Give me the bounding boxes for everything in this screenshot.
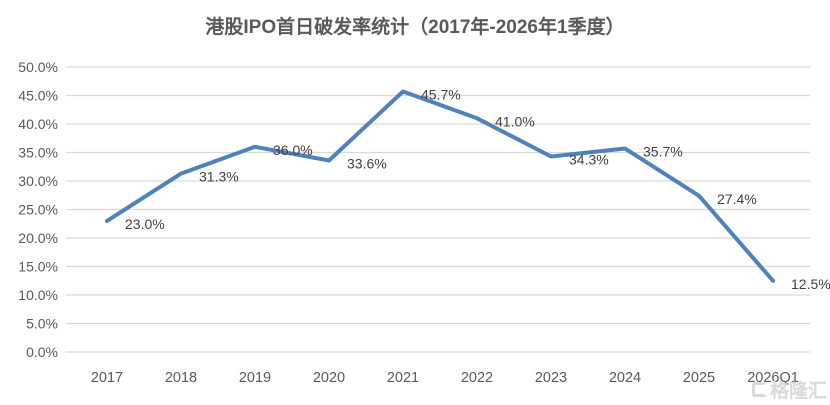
chart-title: 港股IPO首日破发率统计（2017年-2026年1季度） <box>205 17 625 38</box>
y-axis-tick-label: 30.0% <box>18 173 58 189</box>
y-axis-tick-label: 10.0% <box>18 287 58 303</box>
x-axis-tick-label: 2025 <box>683 370 715 386</box>
x-axis-tick-label: 2023 <box>535 370 567 386</box>
x-axis-tick-label: 2019 <box>239 370 271 386</box>
y-axis-tick-label: 35.0% <box>18 145 58 161</box>
y-axis-tick-label: 45.0% <box>18 88 58 104</box>
x-axis-tick-label: 2018 <box>165 370 197 386</box>
y-axis-tick-label: 15.0% <box>18 259 58 275</box>
y-axis-tick-label: 50.0% <box>18 59 58 75</box>
data-point-label: 31.3% <box>199 169 239 185</box>
data-point-label: 23.0% <box>125 216 165 232</box>
data-point-label: 34.3% <box>569 151 609 167</box>
x-axis-tick-label: 2022 <box>461 370 493 386</box>
x-axis-tick-label: 2026Q1 <box>747 370 799 386</box>
y-axis-tick-label: 20.0% <box>18 230 58 246</box>
data-point-label: 36.0% <box>273 142 313 158</box>
y-axis-tick-label: 0.0% <box>26 344 58 360</box>
y-axis-tick-label: 25.0% <box>18 202 58 218</box>
x-axis-tick-label: 2024 <box>609 370 641 386</box>
x-axis-tick-label: 2017 <box>91 370 123 386</box>
data-point-label: 45.7% <box>421 87 461 103</box>
data-point-label: 12.5% <box>791 276 830 292</box>
data-line-series <box>105 89 775 283</box>
data-point-label: 27.4% <box>717 191 757 207</box>
data-point-label: 41.0% <box>495 113 535 129</box>
data-point-label: 35.7% <box>643 144 683 160</box>
x-axis-tick-label: 2020 <box>313 370 345 386</box>
x-axis-tick-label: 2021 <box>387 370 419 386</box>
y-axis-tick-label: 5.0% <box>26 316 58 332</box>
y-axis-tick-label: 40.0% <box>18 116 58 132</box>
data-point-label: 33.6% <box>347 155 387 171</box>
